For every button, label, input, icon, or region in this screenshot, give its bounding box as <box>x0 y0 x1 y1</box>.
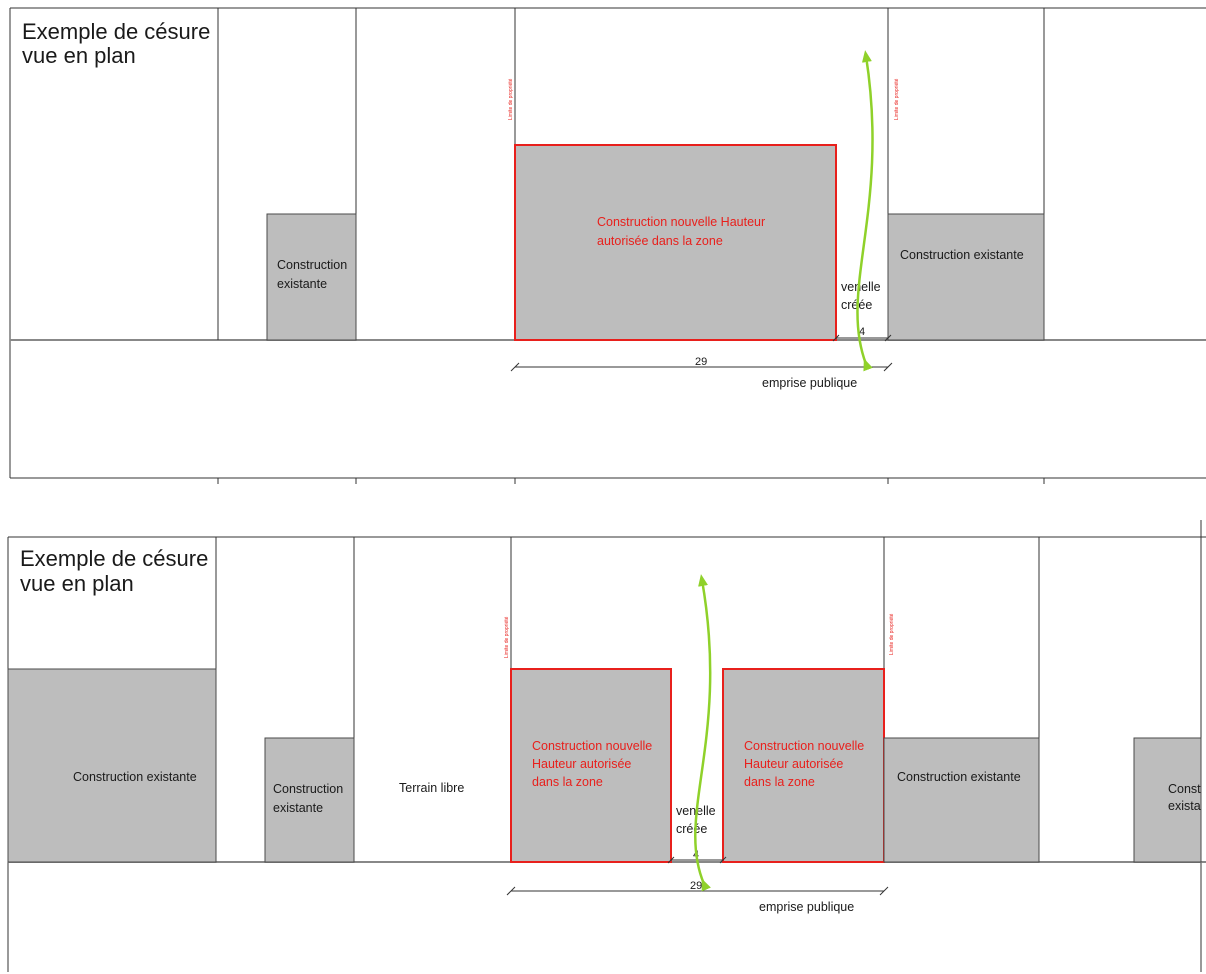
panel-1-title-line-2: vue en plan <box>22 43 136 68</box>
panel-2-existing-far-left-label: Construction existante <box>73 770 197 784</box>
panel-1-new-building-label-2: autorisée dans la zone <box>597 234 723 248</box>
panel-2-existing-building-right <box>883 737 1040 863</box>
panel-2-existing-building-far-right <box>1133 737 1202 863</box>
panel-1-passage-arrow-icon <box>856 50 874 372</box>
panel-1-lane-dimension-tick <box>884 334 892 342</box>
panel-1-property-limit-left: Limite de propriété <box>508 78 514 120</box>
panel-2: Exemple de césure vue en plan Constructi… <box>7 520 1206 972</box>
panel-2-title-line-2: vue en plan <box>20 571 134 596</box>
panel-2-existing-left-label-1: Construction <box>273 782 343 796</box>
panel-1-existing-building-left <box>266 213 357 341</box>
panel-2-total-dimension-tick <box>506 886 516 896</box>
panel-2-existing-building-far-left <box>7 668 217 863</box>
panel-2-passage-arrow-icon <box>694 574 712 892</box>
panel-1-existing-left-label-2: existante <box>277 277 327 291</box>
panel-2-new-building-b-label-2: Hauteur autorisée <box>744 757 843 771</box>
panel-1-title-line-1: Exemple de césure <box>22 19 210 44</box>
panel-2-vacant-lot-label: Terrain libre <box>399 781 464 795</box>
panel-2-existing-far-right-label-1: Const <box>1168 782 1201 796</box>
panel-2-new-building-a-label-1: Construction nouvelle <box>532 739 652 753</box>
panel-2-existing-right-label: Construction existante <box>897 770 1021 784</box>
panel-1-existing-right-label: Construction existante <box>900 248 1024 262</box>
panel-1-lane-label-1: venelle <box>841 280 881 294</box>
panel-2-total-width: 29 <box>690 880 702 892</box>
panel-1-existing-left-label-1: Construction <box>277 258 347 272</box>
panel-1: Exemple de césure vue en plan Constructi… <box>9 7 1206 484</box>
panel-1-lane-dimension-tick <box>832 334 840 342</box>
panel-2-property-limit-right: Limite de propriété <box>889 613 895 655</box>
panel-2-lane-dimension-tick <box>719 856 727 864</box>
panel-1-public-space-label: emprise publique <box>762 376 857 390</box>
panel-2-property-limit-left: Limite de propriété <box>504 616 510 658</box>
panel-2-total-dimension-tick <box>879 886 889 896</box>
panel-1-property-limit-right: Limite de propriété <box>894 78 900 120</box>
panel-1-total-dimension-tick <box>510 362 520 372</box>
panel-2-existing-left-label-2: existante <box>273 801 323 815</box>
panel-2-new-building-b-label-3: dans la zone <box>744 775 815 789</box>
panel-2-existing-building-left <box>264 737 355 863</box>
panel-1-total-dimension-tick <box>883 362 893 372</box>
panel-2-new-building-b <box>722 668 885 863</box>
panel-1-new-building <box>514 144 837 341</box>
panel-2-title-line-1: Exemple de césure <box>20 546 208 571</box>
panel-2-new-building-a-label-3: dans la zone <box>532 775 603 789</box>
panel-2-new-building-b-label-1: Construction nouvelle <box>744 739 864 753</box>
panel-1-existing-building-right <box>887 213 1045 341</box>
panel-1-total-width: 29 <box>695 356 707 368</box>
panel-2-new-building-a-label-2: Hauteur autorisée <box>532 757 631 771</box>
panel-1-new-building-label-1: Construction nouvelle Hauteur <box>597 215 765 229</box>
panel-2-lane-dimension-tick <box>667 856 675 864</box>
panel-2-new-building-a <box>510 668 672 863</box>
panel-2-lane-label-2: créée <box>676 822 707 836</box>
panel-2-public-space-label: emprise publique <box>759 900 854 914</box>
panel-2-existing-far-right-label-2: exista <box>1168 799 1201 813</box>
